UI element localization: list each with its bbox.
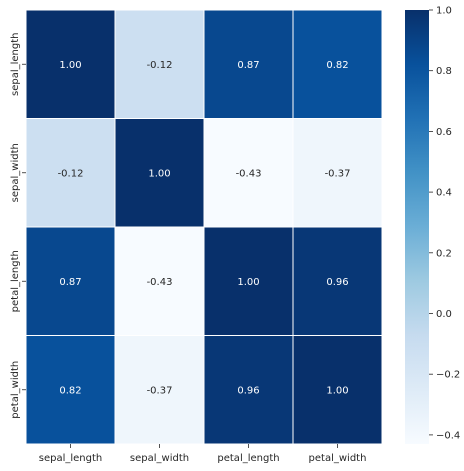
row-labels: sepal_length sepal_width petal_lengthpetal… bbox=[10, 33, 26, 419]
heatmap-cell-value: -0.43 bbox=[236, 168, 262, 179]
colorbar-tick-label: 0.0 bbox=[436, 309, 452, 320]
heatmap-cell-value: 0.96 bbox=[326, 277, 348, 288]
heatmap-cell bbox=[25, 118, 116, 228]
colorbar-tick-label: −0.4 bbox=[436, 430, 460, 441]
heatmap-cell-value: 0.87 bbox=[59, 277, 81, 288]
heatmap-cell bbox=[25, 9, 116, 119]
heatmap-cell bbox=[114, 118, 205, 228]
heatmap-cell bbox=[292, 9, 383, 119]
heatmap-cell-value: 1.00 bbox=[237, 277, 259, 288]
row-label: sepal_width bbox=[10, 143, 21, 202]
heatmap-cell bbox=[292, 118, 383, 228]
colorbar-tick-label: 0.8 bbox=[436, 66, 452, 77]
heatmap-cell bbox=[114, 335, 205, 445]
colorbar-tick-label: 0.6 bbox=[436, 127, 452, 138]
column-label: petal_length bbox=[217, 453, 279, 464]
row-label: petal_width bbox=[10, 361, 21, 419]
heatmap-cell bbox=[203, 9, 294, 119]
column-label: sepal_length bbox=[39, 453, 103, 464]
column-label: petal_width bbox=[309, 453, 367, 464]
row-label: sepal_length bbox=[10, 33, 21, 97]
colorbar-tick-label: 0.4 bbox=[436, 188, 452, 199]
colorbar-tick-label: 0.2 bbox=[436, 248, 452, 259]
heatmap-cell-value: 1.00 bbox=[326, 385, 348, 396]
heatmap-cell-value: 0.82 bbox=[59, 385, 81, 396]
colorbar-tick-label: 1.0 bbox=[436, 6, 452, 17]
colorbar bbox=[405, 10, 429, 444]
colorbar-ticks: 1.0 0.8 0.6 0.4 0.2 0.0 −0.2 −0.4 bbox=[429, 6, 460, 441]
column-labels: sepal_length sepal_width petal_length petal… bbox=[39, 444, 367, 464]
column-label: sepal_width bbox=[130, 453, 189, 464]
heatmap-cell bbox=[114, 226, 205, 336]
heatmap-cell bbox=[114, 9, 205, 119]
heatmap-cell bbox=[292, 226, 383, 336]
row-label: petal_length bbox=[10, 250, 21, 312]
heatmap-cell bbox=[203, 335, 294, 445]
heatmap-cell-value: 0.87 bbox=[237, 60, 259, 71]
heatmap-cell-value: -0.12 bbox=[147, 60, 173, 71]
colorbar-tick-label: −0.2 bbox=[436, 370, 460, 381]
heatmap-cell bbox=[25, 335, 116, 445]
heatmap-cell-value: 0.82 bbox=[326, 60, 348, 71]
heatmap-cell-value: -0.37 bbox=[325, 168, 351, 179]
heatmap-cell-value: 0.96 bbox=[237, 385, 259, 396]
heatmap-cell-value: 1.00 bbox=[148, 168, 170, 179]
heatmap-cell-labels: 1.00 -0.12 0.87 0.82 -0.12 1.00 -0.43 -0.37 0.87… bbox=[58, 60, 351, 397]
heatmap-cell bbox=[292, 335, 383, 445]
heatmap-cell-value: -0.12 bbox=[58, 168, 84, 179]
heatmap-cells bbox=[25, 9, 383, 445]
heatmap-cell-value: -0.37 bbox=[147, 385, 173, 396]
heatmap-cell-value: 1.00 bbox=[59, 60, 81, 71]
heatmap-cell-value: -0.43 bbox=[147, 277, 173, 288]
